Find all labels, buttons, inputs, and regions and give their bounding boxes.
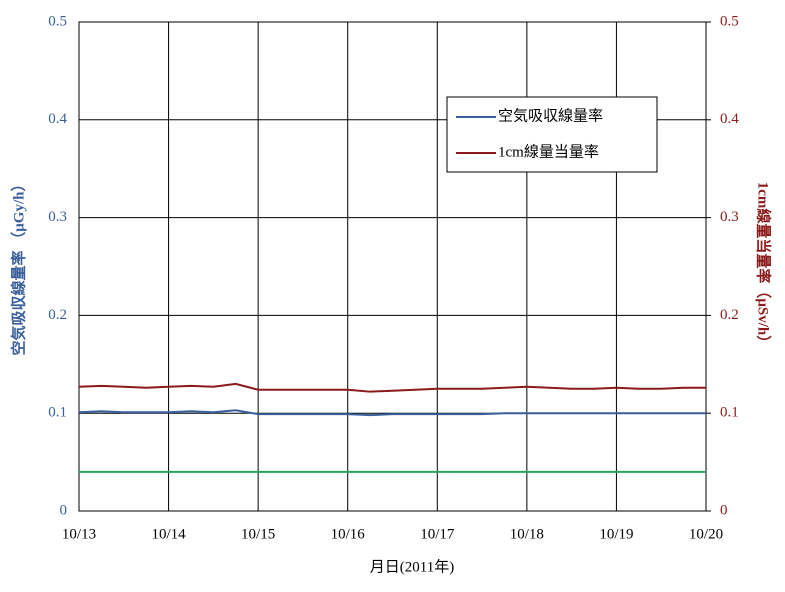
- x-axis-title: 月日(2011年): [370, 558, 454, 575]
- y-tick-label: 0.4: [48, 111, 67, 127]
- y-tick-label: 0.2: [48, 307, 67, 323]
- x-tick-label: 10/13: [62, 526, 96, 542]
- y2-tick-label: 0.5: [720, 13, 739, 29]
- y-tick-label: 0.1: [48, 405, 67, 421]
- legend-label: 空気吸収線量率: [498, 107, 603, 124]
- series-line: [78, 382, 706, 393]
- x-tick-label: 10/15: [241, 526, 275, 542]
- x-tick-label: 10/14: [151, 526, 186, 542]
- y2-tick-label: 0.3: [720, 209, 739, 225]
- x-tick-label: 10/19: [599, 526, 633, 542]
- legend-box: [446, 96, 658, 173]
- y-tick-label: 0.5: [48, 13, 67, 29]
- x-tick-label: 10/16: [331, 526, 366, 542]
- y2-tick-label: 0.4: [720, 111, 739, 127]
- x-tick-label: 10/17: [420, 526, 455, 542]
- y2-tick-label: 0: [720, 502, 728, 518]
- y2-tick-label: 0.1: [720, 405, 739, 421]
- y-axis-title: 空気吸収線量率 （μGy/h）: [9, 177, 27, 356]
- y2-tick-label: 0.2: [720, 307, 739, 323]
- y-tick-label: 0.3: [48, 209, 67, 225]
- y-tick-label: 0: [60, 502, 68, 518]
- legend-label: 1cm線量当量率: [498, 143, 599, 160]
- series-line: [78, 409, 706, 417]
- x-tick-label: 10/18: [510, 526, 544, 542]
- plot-frame: [78, 21, 707, 512]
- x-tick-label: 10/20: [689, 526, 723, 542]
- y2-axis-title: 1cm線量当量率（μSv/h）: [755, 182, 773, 351]
